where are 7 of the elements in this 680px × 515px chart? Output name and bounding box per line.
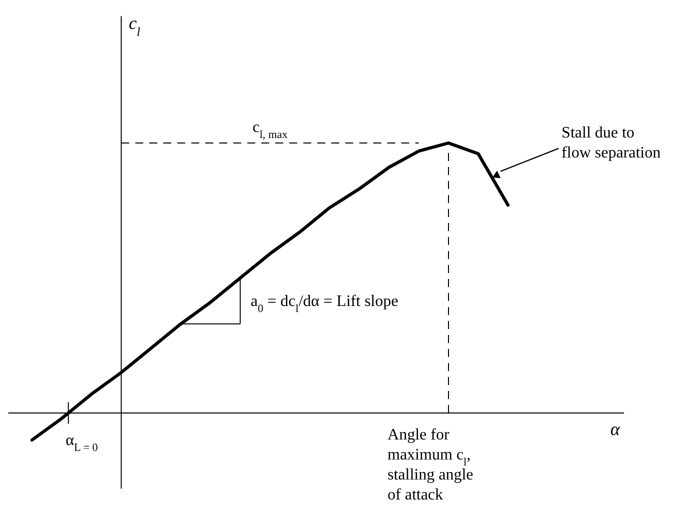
annotation: a$_{0}$ = dc$_{l}$/dα = Lift slope [250,292,398,315]
text: Stall due to flow separation [562,124,661,162]
annotation: Angle for maximum c$_{l}$, stalling angle of attack [388,426,474,504]
text: c$_{l}$ [128,13,141,40]
ref-line-label: c$_{l, max}$ [252,118,288,141]
text: α [610,419,620,440]
annotation: α$_{L = 0}$ [66,432,98,454]
